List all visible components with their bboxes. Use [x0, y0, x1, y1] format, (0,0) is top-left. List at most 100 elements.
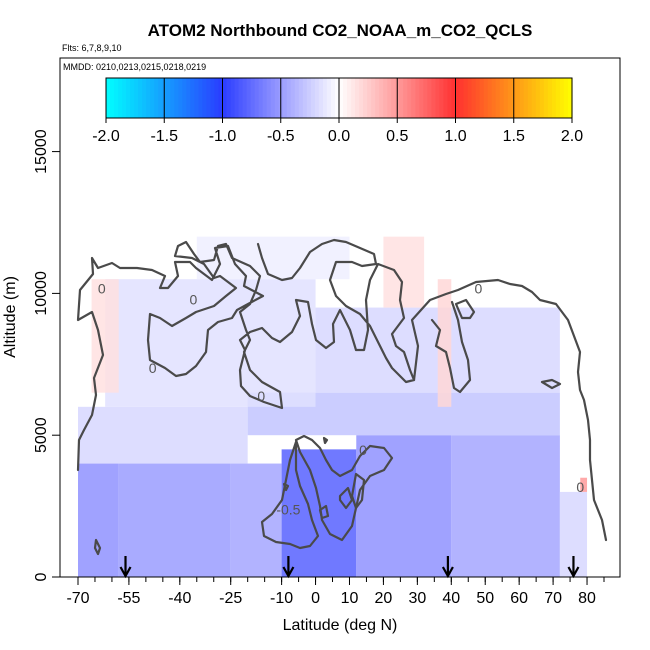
colorbar-segment — [411, 78, 416, 118]
x-tick-label: 20 — [375, 590, 393, 607]
colorbar-segment — [427, 78, 432, 118]
profile-arrow — [567, 556, 580, 579]
contour-neg-west — [260, 440, 320, 550]
colorbar-segment — [106, 78, 111, 118]
colorbar-segment — [266, 78, 272, 118]
colorbar-segment — [343, 78, 348, 118]
colorbar-segment — [306, 78, 312, 118]
contour-loop-b — [350, 472, 366, 510]
colorbar-segment — [166, 78, 171, 118]
colorbar-segment — [118, 78, 123, 118]
colorbar-tick-label: 2.0 — [561, 128, 583, 145]
colorbar-tick-label: 1.5 — [503, 128, 525, 145]
profile-arrow — [119, 556, 132, 579]
colorbar-segment — [190, 78, 195, 118]
colorbar-segment — [463, 78, 469, 118]
contour-label: 0 — [257, 388, 265, 404]
colorbar-segment — [483, 78, 489, 118]
contour-loop-e — [540, 378, 562, 390]
colorbar-segment — [387, 78, 392, 118]
colorbar-segment — [254, 78, 260, 118]
colorbar-segment — [170, 78, 175, 118]
colorbar-segment — [371, 78, 376, 118]
contour-label: 0 — [576, 479, 584, 495]
colorbar-segment — [547, 78, 553, 118]
profile-arrow — [282, 556, 295, 579]
field-cell — [230, 463, 282, 577]
colorbar-segment — [455, 78, 461, 118]
colorbar-tick-label: -1.5 — [150, 128, 178, 145]
contour-loop-d — [93, 538, 102, 556]
colorbar-segment — [194, 78, 199, 118]
colorbar-segment — [330, 78, 336, 118]
x-tick-label: -25 — [219, 590, 242, 607]
colorbar-segment — [375, 78, 380, 118]
x-axis-label: Latitude (deg N) — [283, 617, 398, 634]
colorbar-tick-label: 1.0 — [444, 128, 466, 145]
colorbar-segment — [186, 78, 191, 118]
x-tick-label: -70 — [66, 590, 89, 607]
colorbar-segment — [318, 78, 324, 118]
y-axis-label: Altitude (m) — [2, 276, 19, 358]
colorbar-segment — [182, 78, 187, 118]
contour-loop-g — [322, 436, 329, 445]
colorbar-segment — [122, 78, 127, 118]
colorbar-tick-label: -1.0 — [209, 128, 237, 145]
field-cell — [451, 435, 560, 577]
colorbar-tick-label: 0.0 — [328, 128, 350, 145]
colorbar-segment — [407, 78, 412, 118]
field-cell — [383, 236, 425, 308]
colorbar-segment — [250, 78, 256, 118]
colorbar-tick-label: -2.0 — [92, 128, 120, 145]
contour-label: 0 — [189, 292, 197, 308]
colorbar-segment — [535, 78, 541, 118]
colorbar-segment — [262, 78, 268, 118]
colorbar-segment — [419, 78, 424, 118]
profile-arrow — [441, 556, 454, 579]
colorbar-segment — [242, 78, 248, 118]
colorbar-segment — [479, 78, 485, 118]
colorbar-segment — [523, 78, 529, 118]
contour-labels: 0 0 0 0 0 0 0 -0.5 — [98, 280, 584, 517]
colorbar-segment — [539, 78, 545, 118]
contour-label: 0 — [475, 280, 483, 296]
colorbar-segment — [258, 78, 264, 118]
colorbar-segment — [543, 78, 549, 118]
field-cell — [437, 279, 452, 407]
colorbar-segment — [130, 78, 135, 118]
contour-label: 0 — [98, 280, 106, 296]
colorbar-segment — [359, 78, 364, 118]
colorbar-segment — [126, 78, 131, 118]
contour-loop-f — [282, 482, 290, 492]
colorbar-segment — [282, 78, 288, 118]
contour-loop-c — [318, 504, 330, 520]
colorbar-segment — [531, 78, 537, 118]
colorbar-segment — [322, 78, 328, 118]
colorbar-segment — [431, 78, 437, 118]
colorbar-segment — [334, 78, 340, 118]
colorbar-segment — [110, 78, 115, 118]
colorbar-segment — [238, 78, 244, 118]
colorbar-segment — [551, 78, 557, 118]
colorbar-segment — [491, 78, 497, 118]
colorbar-tick-label: -0.5 — [267, 128, 295, 145]
colorbar-segment — [146, 78, 151, 118]
colorbar-segment — [154, 78, 159, 118]
contour-loop-a — [338, 486, 354, 510]
x-tick-label: 10 — [341, 590, 359, 607]
field-cell — [78, 463, 119, 577]
colorbar-segment — [403, 78, 408, 118]
colorbar-segment — [475, 78, 481, 118]
colorbar-segment — [439, 78, 445, 118]
x-tick-label: 40 — [442, 590, 460, 607]
colorbar-segment — [519, 78, 525, 118]
colorbar-segment — [339, 78, 344, 118]
x-tick-label: 80 — [578, 590, 596, 607]
colorbar-segment — [347, 78, 352, 118]
chart-title: ATOM2 Northbound CO2_NOAA_m_CO2_QCLS — [148, 21, 533, 40]
contour-label: 0 — [149, 360, 157, 376]
colorbar-segment — [314, 78, 320, 118]
colorbar-segment — [230, 78, 236, 118]
contour-neg-core — [294, 434, 394, 542]
